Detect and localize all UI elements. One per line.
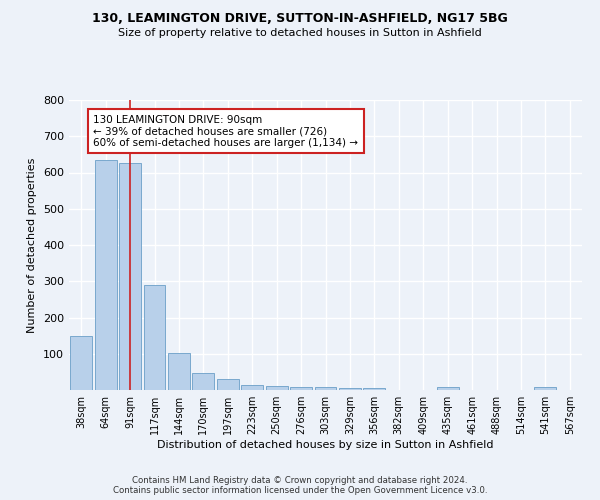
Bar — [95, 160, 116, 390]
Bar — [143, 285, 166, 390]
Bar — [119, 164, 141, 390]
Bar — [70, 336, 92, 390]
Text: 130 LEAMINGTON DRIVE: 90sqm
← 39% of detached houses are smaller (726)
60% of se: 130 LEAMINGTON DRIVE: 90sqm ← 39% of det… — [94, 114, 358, 148]
Text: Contains HM Land Registry data © Crown copyright and database right 2024.
Contai: Contains HM Land Registry data © Crown c… — [113, 476, 487, 495]
Y-axis label: Number of detached properties: Number of detached properties — [28, 158, 37, 332]
Bar — [290, 387, 312, 390]
Bar — [364, 388, 385, 390]
Bar — [314, 387, 337, 390]
Bar — [241, 386, 263, 390]
Text: 130, LEAMINGTON DRIVE, SUTTON-IN-ASHFIELD, NG17 5BG: 130, LEAMINGTON DRIVE, SUTTON-IN-ASHFIEL… — [92, 12, 508, 26]
Bar — [168, 352, 190, 390]
Bar — [193, 374, 214, 390]
Bar — [339, 388, 361, 390]
X-axis label: Distribution of detached houses by size in Sutton in Ashfield: Distribution of detached houses by size … — [157, 440, 494, 450]
Bar — [437, 387, 458, 390]
Text: Size of property relative to detached houses in Sutton in Ashfield: Size of property relative to detached ho… — [118, 28, 482, 38]
Bar — [217, 379, 239, 390]
Bar — [266, 386, 287, 390]
Bar — [535, 387, 556, 390]
